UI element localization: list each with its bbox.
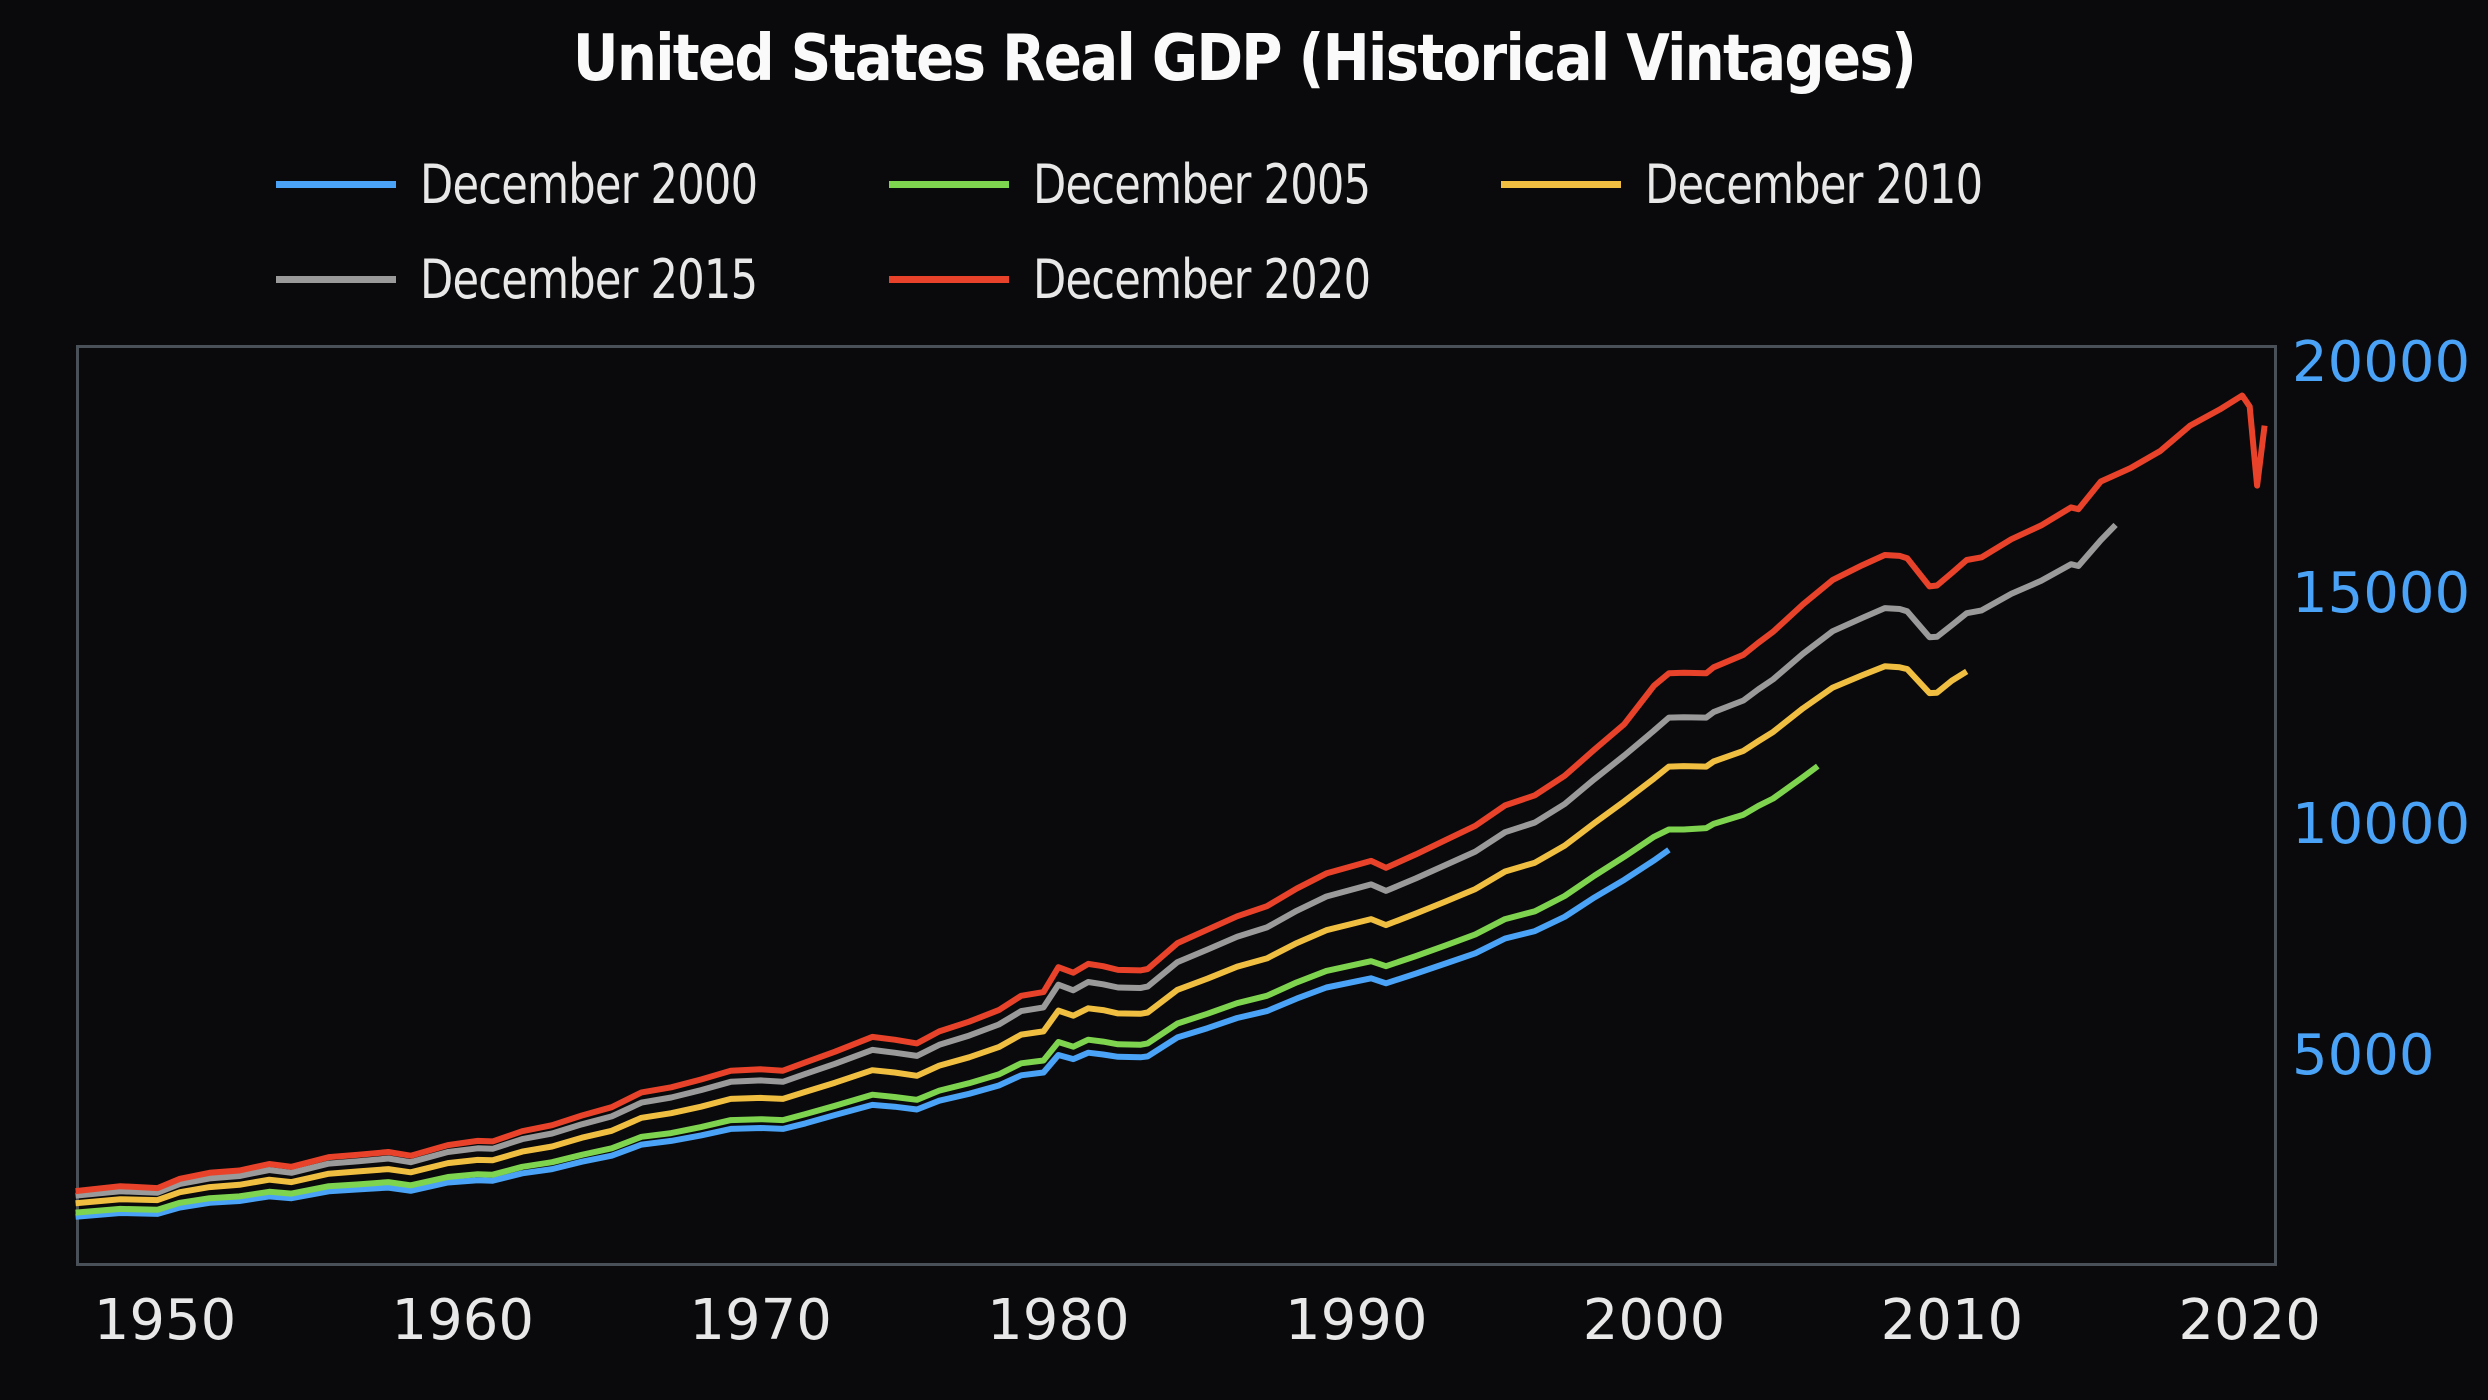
x-axis: 1950 1960 1970 1980 1990 2000 2010 2020 — [94, 1288, 2321, 1353]
legend-label-december-2015: December 2015 — [420, 247, 758, 311]
y-tick-label-10000: 10000 — [2292, 792, 2470, 857]
legend-item-december-2010[interactable]: December 2010 — [1501, 152, 2067, 216]
series-line-december-2020 — [75, 392, 2268, 1195]
x-tick-label-1970: 1970 — [689, 1288, 832, 1353]
x-tick-label-1980: 1980 — [987, 1288, 1130, 1353]
chart-title: United States Real GDP (Historical Vinta… — [572, 22, 1917, 96]
legend-item-december-2005[interactable]: December 2005 — [889, 152, 1455, 216]
legend-swatch-december-2000 — [276, 180, 396, 188]
legend-swatch-december-2010 — [1501, 180, 1621, 188]
plot-area — [76, 345, 2277, 1266]
legend-swatch-december-2015 — [276, 275, 396, 283]
series-line-december-2000 — [75, 847, 1671, 1220]
x-tick-label-2010: 2010 — [1881, 1288, 2024, 1353]
y-tick-label-15000: 15000 — [2292, 561, 2470, 626]
x-tick-label-1960: 1960 — [392, 1288, 535, 1353]
legend-label-december-2020: December 2020 — [1033, 247, 1371, 311]
y-axis: 5000 10000 15000 20000 — [2292, 330, 2470, 1088]
series-layer — [75, 392, 2268, 1220]
legend-label-december-2005: December 2005 — [1033, 152, 1371, 216]
legend-swatch-december-2020 — [889, 275, 1009, 283]
series-line-december-2005 — [75, 763, 1820, 1216]
series-line-december-2010 — [75, 663, 1969, 1207]
legend-item-december-2015[interactable]: December 2015 — [276, 247, 842, 311]
y-tick-label-20000: 20000 — [2292, 330, 2470, 395]
legend-label-december-2010: December 2010 — [1645, 152, 1983, 216]
series-line-december-2015 — [75, 522, 2118, 1199]
x-tick-label-2020: 2020 — [2178, 1288, 2321, 1353]
legend-item-december-2020[interactable]: December 2020 — [889, 247, 1455, 311]
legend-label-december-2000: December 2000 — [420, 152, 758, 216]
x-tick-label-1990: 1990 — [1285, 1288, 1428, 1353]
x-tick-label-1950: 1950 — [94, 1288, 237, 1353]
legend-swatch-december-2005 — [889, 180, 1009, 188]
x-tick-label-2000: 2000 — [1583, 1288, 1726, 1353]
legend-item-december-2000[interactable]: December 2000 — [276, 152, 842, 216]
y-tick-label-5000: 5000 — [2292, 1023, 2435, 1088]
